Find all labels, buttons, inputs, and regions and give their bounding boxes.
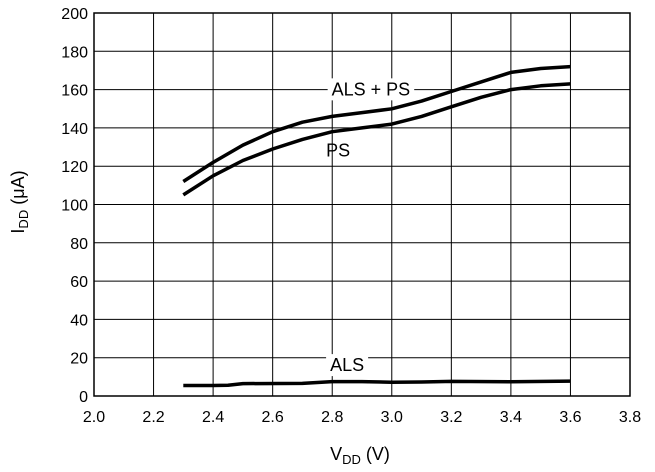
x-tick-label: 3.8 <box>619 409 641 426</box>
y-tick-label: 80 <box>70 236 88 253</box>
series-line-als <box>183 379 571 388</box>
series-label-als: ALS <box>330 355 364 375</box>
y-tick-label: 0 <box>79 389 88 406</box>
series-labels: ALS + PS PS ALS <box>326 78 415 377</box>
y-axis-ticks: 0 20 40 60 80 100 120 140 160 180 200 <box>61 6 88 406</box>
plot-frame <box>93 12 631 397</box>
y-tick-label: 160 <box>61 83 88 100</box>
x-tick-label: 2.8 <box>321 409 343 426</box>
y-tick-label: 40 <box>70 312 88 329</box>
grid <box>93 12 631 397</box>
x-tick-label: 2.6 <box>262 409 284 426</box>
y-tick-label: 100 <box>61 198 88 215</box>
series-label-background <box>326 354 369 377</box>
series-label-als-ps: ALS + PS <box>332 79 411 99</box>
series-group <box>182 64 571 388</box>
y-tick-label: 60 <box>70 274 88 291</box>
x-tick-label: 2.0 <box>83 409 105 426</box>
x-tick-label: 3.2 <box>440 409 462 426</box>
x-tick-label: 2.2 <box>142 409 164 426</box>
y-tick-label: 180 <box>61 44 88 61</box>
series-label-ps: PS <box>326 141 350 161</box>
x-tick-label: 3.6 <box>559 409 581 426</box>
x-tick-label: 2.4 <box>202 409 224 426</box>
x-axis-ticks: 2.0 2.2 2.4 2.6 2.8 3.0 3.2 3.4 3.6 3.8 <box>83 409 641 426</box>
series-line-als-ps <box>182 64 571 183</box>
y-tick-label: 20 <box>70 351 88 368</box>
y-tick-label: 140 <box>61 121 88 138</box>
x-tick-label: 3.4 <box>500 409 522 426</box>
y-tick-label: 120 <box>61 159 88 176</box>
y-tick-label: 200 <box>61 6 88 23</box>
x-tick-label: 3.0 <box>381 409 403 426</box>
y-axis-title: IDD (μA) <box>8 170 31 233</box>
series-label-background <box>327 78 415 101</box>
series-line-ps <box>182 82 571 197</box>
x-axis-title: VDD (V) <box>330 444 390 467</box>
